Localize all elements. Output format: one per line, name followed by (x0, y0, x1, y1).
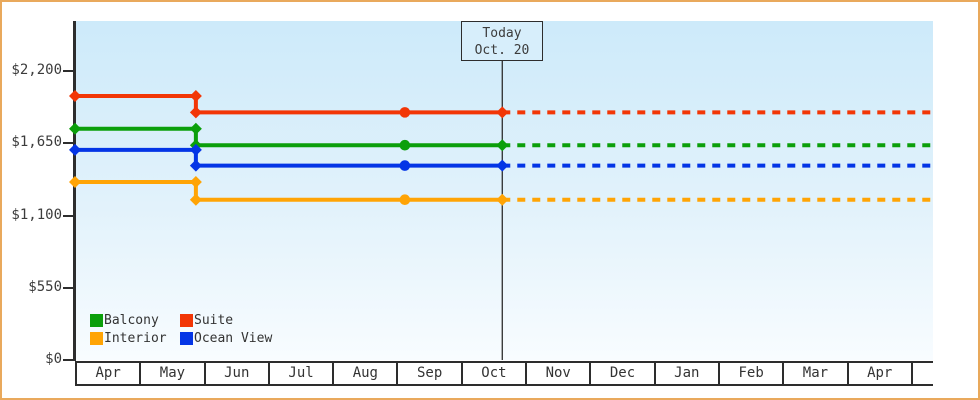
series-start-marker-interior (69, 176, 81, 189)
series-checkpoint-marker-balcony (399, 139, 411, 151)
today-marker-box: Today Oct. 20 (461, 21, 543, 61)
legend-swatch-icon (180, 331, 193, 345)
month-cell-jul: Jul (267, 363, 332, 384)
month-cell-apr: Apr (75, 363, 139, 384)
legend-item-ocean-view: Ocean View (180, 329, 272, 347)
month-cell-may: May (139, 363, 203, 384)
series-line-balcony (75, 126, 503, 148)
month-cell-jun: Jun (203, 363, 268, 384)
series-line-interior (75, 180, 503, 202)
series-checkpoint-marker-ocean-view (399, 160, 411, 171)
plot-area (75, 21, 933, 360)
series-drop-top-marker-ocean-view (189, 143, 202, 156)
series-drop-bottom-marker-interior (189, 193, 202, 206)
series-drop-bottom-marker-ocean-view (189, 159, 202, 172)
series-today-marker-suite (496, 106, 509, 119)
legend-item-balcony: Balcony (90, 311, 180, 329)
series-drop-bottom-marker-suite (189, 106, 202, 119)
series-checkpoint-marker-suite (399, 107, 411, 118)
x-axis-month-row: Apr May Jun Jul Aug Sep Oct Nov Dec Jan Feb Mar Apr (75, 361, 933, 386)
month-cell-mar: Mar (782, 363, 846, 384)
legend-label: Balcony (104, 312, 159, 328)
legend: Balcony Suite Interior Ocean View (90, 311, 272, 347)
series-checkpoint-marker-interior (399, 194, 411, 206)
series-drop-top-marker-interior (189, 176, 202, 189)
month-cell-jan: Jan (653, 363, 718, 384)
series-start-marker-suite (69, 89, 81, 102)
series-today-marker-interior (496, 193, 509, 206)
month-cell-apr: Apr (846, 363, 911, 384)
month-cell-dec: Dec (589, 363, 653, 384)
series-drop-top-marker-suite (189, 89, 202, 102)
legend-label: Suite (194, 312, 234, 328)
series-start-marker-balcony (69, 122, 81, 135)
legend-label: Interior (104, 330, 167, 346)
series-start-marker-ocean-view (69, 143, 81, 156)
legend-item-suite: Suite (180, 311, 272, 329)
series-today-marker-balcony (496, 139, 509, 152)
series-drop-top-marker-balcony (189, 122, 202, 135)
month-cell-feb: Feb (717, 363, 782, 384)
month-cell-aug: Aug (332, 363, 396, 384)
series-line-suite (75, 93, 503, 115)
month-cell-nov: Nov (525, 363, 589, 384)
legend-swatch-icon (180, 313, 193, 327)
today-date: Oct. 20 (474, 43, 530, 58)
month-cell-sep: Sep (396, 363, 460, 384)
legend-label: Ocean View (194, 330, 273, 346)
series-today-marker-ocean-view (496, 159, 509, 172)
month-cell-trailing (910, 363, 933, 384)
legend-swatch-icon (90, 331, 103, 345)
today-label: Today (482, 26, 522, 41)
series-line-ocean-view (75, 147, 503, 168)
month-cell-oct: Oct (460, 363, 525, 384)
legend-item-interior: Interior (90, 329, 180, 347)
legend-swatch-icon (90, 313, 103, 327)
